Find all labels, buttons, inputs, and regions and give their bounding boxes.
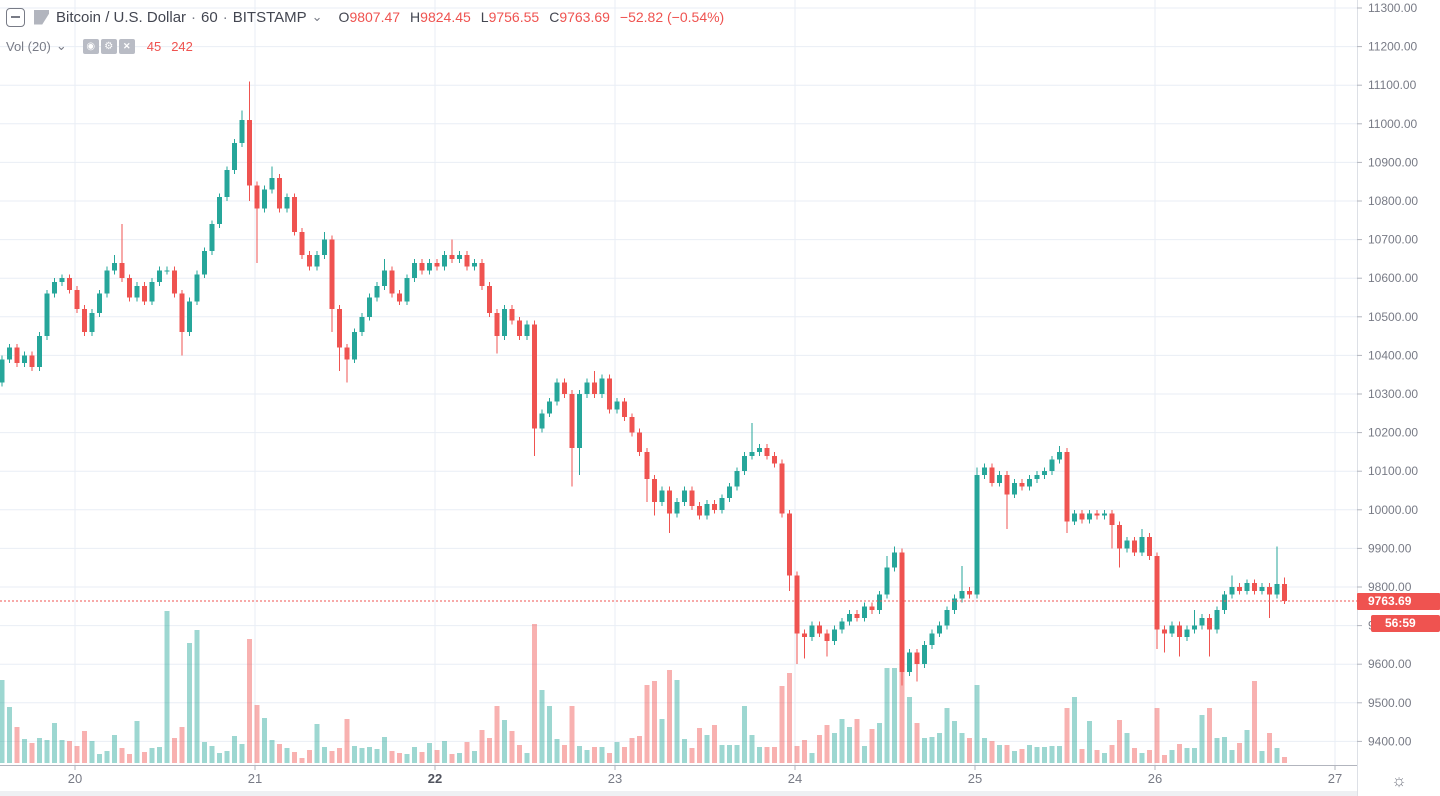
price-tick-label: 10900.00 <box>1368 155 1418 169</box>
ohlc-readout: O 9807.47 H 9824.45 L 9756.55 C 9763.69 <box>339 9 610 25</box>
price-tick-label: 10100.00 <box>1368 464 1418 478</box>
high-value: 9824.45 <box>420 9 471 25</box>
separator-dot: · <box>191 8 197 26</box>
time-axis[interactable]: 20 21 22 23 24 25 26 27 <box>68 765 1342 786</box>
price-tick-label: 11300.00 <box>1368 1 1417 15</box>
time-tick-label: 25 <box>968 771 982 786</box>
price-tick-label: 10800.00 <box>1368 194 1418 208</box>
price-axis[interactable]: 11300.00 11200.00 11100.00 11000.00 10900.00… <box>1357 1 1418 748</box>
candle-countdown-label: 56:59 <box>1371 615 1440 632</box>
time-tick-label: 24 <box>788 771 802 786</box>
volume-bars <box>0 611 1287 763</box>
price-tick-label: 10000.00 <box>1368 503 1418 517</box>
price-tick-label: 10700.00 <box>1368 233 1418 247</box>
symbol-legend: Bitcoin / U.S. Dollar · 60 · BITSTAMP ⌄ … <box>6 6 724 28</box>
volume-current-value: 45 <box>146 38 162 54</box>
time-tick-label: 21 <box>248 771 262 786</box>
time-tick-label: 22 <box>428 771 442 786</box>
price-tick-label: 9600.00 <box>1368 657 1412 671</box>
price-tick-label: 9400.00 <box>1368 734 1412 748</box>
last-price-label: 9763.69 <box>1357 593 1440 610</box>
volume-ma-value: 242 <box>171 38 193 54</box>
open-label: O <box>338 9 350 25</box>
chevron-down-icon[interactable]: ⌄ <box>55 38 67 53</box>
time-tick-label: 27 <box>1328 771 1342 786</box>
grid-lines <box>0 0 1357 765</box>
volume-indicator-legend: Vol (20) ⌄ ◉ ⚙ ✕ 45 242 <box>6 37 193 55</box>
interval-label[interactable]: 60 <box>201 8 218 26</box>
price-tick-label: 9800.00 <box>1368 580 1412 594</box>
price-tick-label: 11200.00 <box>1368 40 1417 54</box>
close-label: C <box>549 9 560 25</box>
price-tick-label: 10300.00 <box>1368 387 1418 401</box>
close-icon[interactable]: ✕ <box>118 38 135 54</box>
price-tick-label: 11000.00 <box>1368 117 1417 131</box>
low-value: 9756.55 <box>488 9 540 25</box>
low-label: L <box>480 9 489 25</box>
time-tick-label: 20 <box>68 771 82 786</box>
minus-icon <box>11 16 20 18</box>
collapse-chart-button[interactable] <box>6 7 25 27</box>
price-tick-label: 10500.00 <box>1368 310 1418 324</box>
change-value: −52.82 (−0.54%) <box>619 9 725 25</box>
high-label: H <box>410 9 421 25</box>
separator-dot: · <box>222 8 228 26</box>
symbol-title[interactable]: Bitcoin / U.S. Dollar <box>56 8 187 26</box>
time-tick-label: 26 <box>1148 771 1162 786</box>
symbol-logo-icon <box>34 9 49 25</box>
close-value: 9763.69 <box>559 9 610 25</box>
sun-icon: ☼ <box>1391 770 1407 790</box>
price-tick-label: 10200.00 <box>1368 426 1418 440</box>
bottom-toolbar-strip <box>0 791 1440 796</box>
chevron-down-icon[interactable]: ⌄ <box>311 9 323 24</box>
volume-indicator-label[interactable]: Vol (20) <box>6 38 51 54</box>
price-tick-label: 10400.00 <box>1368 348 1418 362</box>
gear-icon[interactable]: ⚙ <box>100 38 117 54</box>
price-scale-settings-corner[interactable]: ☼ <box>1357 765 1440 796</box>
visibility-icon[interactable]: ◉ <box>82 38 99 54</box>
price-tick-label: 11100.00 <box>1368 78 1417 92</box>
price-tick-label: 9500.00 <box>1368 696 1412 710</box>
open-value: 9807.47 <box>349 9 401 25</box>
price-tick-label: 10600.00 <box>1368 271 1418 285</box>
price-tick-label: 9900.00 <box>1368 541 1412 555</box>
exchange-label[interactable]: BITSTAMP <box>232 8 307 26</box>
candles <box>0 81 1287 686</box>
time-tick-label: 23 <box>608 771 622 786</box>
indicator-buttons: ◉ ⚙ ✕ <box>82 38 137 54</box>
